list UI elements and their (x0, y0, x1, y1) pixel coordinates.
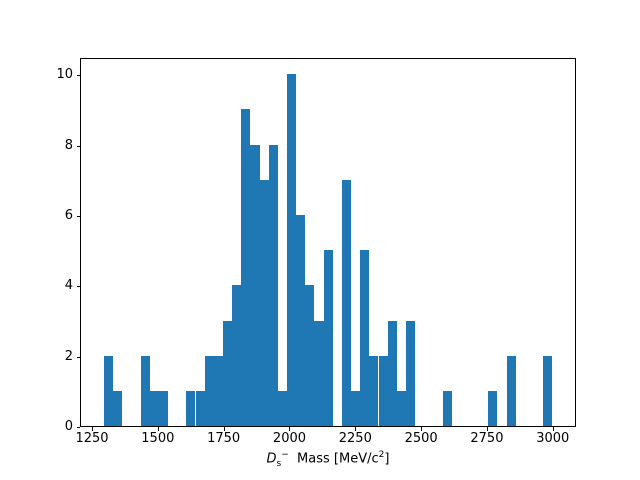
x-tick-mark (486, 427, 488, 431)
x-tick-mark (223, 427, 225, 431)
x-tick-label: 1750 (207, 430, 241, 446)
xlabel-subscript: s (276, 458, 282, 469)
y-tick-label: 6 (64, 208, 73, 223)
x-tick-label: 2250 (338, 430, 372, 446)
histogram-bar (104, 355, 114, 427)
y-tick-label: 0 (64, 419, 73, 435)
x-tick-mark (92, 427, 93, 431)
histogram-bar (314, 320, 324, 427)
x-tick-label: 2750 (470, 430, 504, 446)
x-tick-label: 2000 (272, 430, 307, 446)
x-tick-label: 2500 (404, 430, 438, 446)
histogram-bar (195, 391, 205, 427)
y-tick-label: 10 (56, 67, 73, 83)
y-tick-mark (76, 286, 80, 288)
y-tick-mark (76, 145, 80, 147)
x-tick-mark (552, 427, 554, 431)
histogram-bar (222, 320, 233, 427)
histogram-bar (158, 391, 169, 427)
histogram-bar (543, 355, 553, 427)
histogram-bar (296, 215, 306, 427)
histogram-bar (277, 391, 287, 427)
histogram-bar (287, 74, 297, 427)
x-tick-mark (355, 427, 357, 431)
xlabel-exponent: 2 (378, 450, 385, 460)
y-tick-label: 8 (64, 137, 73, 153)
histogram-bar (305, 285, 315, 427)
histogram-bar (341, 179, 352, 427)
y-tick-label: 2 (64, 348, 73, 364)
histogram-bar (113, 391, 123, 427)
xlabel-superscript: − (281, 450, 289, 460)
histogram-bar (268, 144, 278, 427)
y-tick-mark (76, 356, 80, 358)
histogram-bar (186, 391, 196, 427)
x-tick-label: 3000 (536, 430, 570, 446)
histogram-bar (213, 355, 223, 427)
histogram-bar (396, 391, 406, 427)
x-tick-mark (157, 427, 159, 431)
y-tick-label: 4 (64, 278, 73, 294)
histogram-bar (488, 391, 498, 427)
histogram-bar (387, 320, 397, 427)
histogram-bar (204, 355, 214, 427)
y-tick-mark (76, 216, 80, 217)
histogram-bar (378, 355, 388, 427)
histogram-bar (369, 355, 379, 427)
xlabel-close: ] (384, 451, 390, 467)
histogram-bar (259, 179, 269, 427)
histogram-bar (232, 285, 242, 427)
histogram-bar (351, 391, 361, 427)
x-tick-label: 1500 (141, 430, 175, 446)
histogram-bar (442, 391, 452, 427)
histogram-bars-layer (81, 59, 575, 427)
xlabel-symbol: D (266, 451, 277, 467)
x-axis-label: Ds− Mass [MeV/c2] (80, 450, 576, 469)
histogram-bar (250, 144, 260, 427)
xlabel-text: Mass [MeV/c (288, 451, 379, 467)
y-tick-mark (76, 427, 80, 429)
histogram-bar (360, 250, 370, 427)
histogram-bar (323, 250, 333, 427)
histogram-bar (140, 355, 150, 427)
histogram-bar (241, 109, 251, 427)
y-tick-mark (76, 75, 80, 77)
histogram-bar (149, 391, 159, 427)
x-tick-mark (421, 427, 423, 431)
histogram-bar (506, 355, 516, 427)
histogram-bar (405, 320, 416, 427)
plot-area (80, 57, 576, 428)
x-tick-label: 1250 (75, 430, 109, 446)
x-tick-mark (289, 427, 291, 431)
